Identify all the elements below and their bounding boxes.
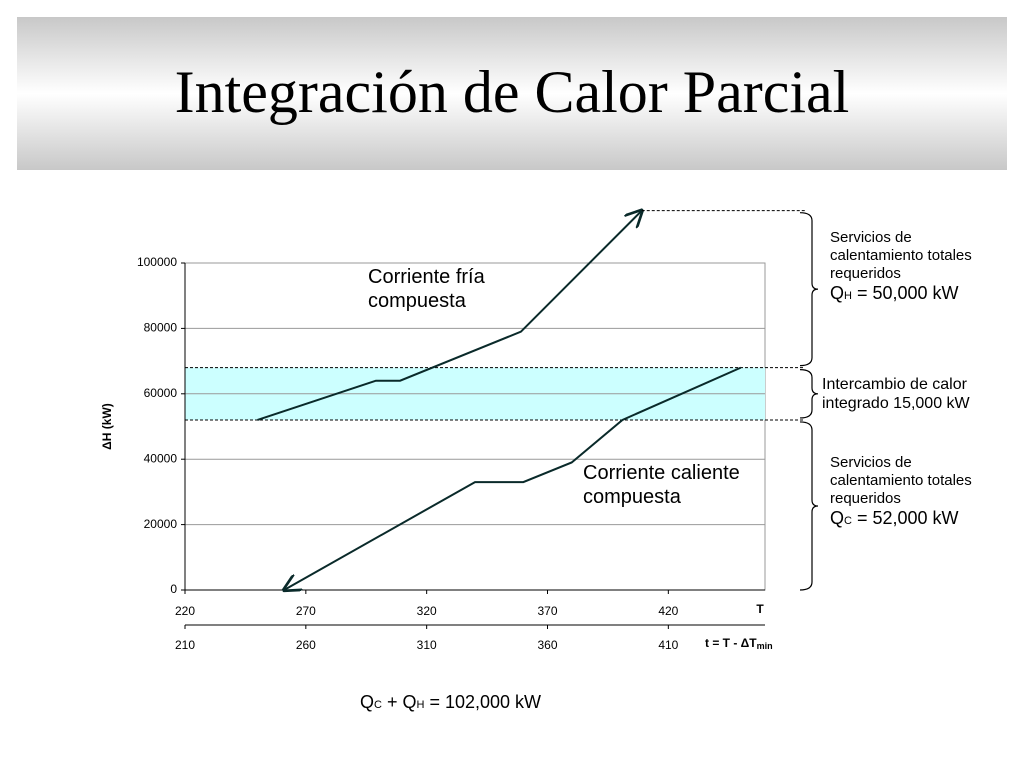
- brace: [799, 369, 819, 419]
- q-sub: H: [844, 290, 852, 302]
- plot-area: [184, 262, 766, 591]
- x2-label-sub: min: [757, 641, 773, 651]
- hot-label: Corriente caliente compuesta: [583, 462, 740, 508]
- hot-utility-note: Servicios de calentamiento totales reque…: [830, 229, 1000, 305]
- x2-label-main: t = T - ΔT: [705, 636, 757, 650]
- y-tick-label: 40000: [144, 451, 178, 465]
- q: Q: [360, 692, 375, 712]
- slide-title: Integración de Calor Parcial: [174, 59, 850, 125]
- x2-tick-label: 310: [417, 638, 437, 652]
- q: Q: [830, 283, 845, 303]
- y-tick-label: 80000: [144, 321, 178, 335]
- composite-curve: [284, 366, 742, 590]
- composite-curve: [257, 211, 642, 421]
- cold-utility-q: QC = 52,000 kW: [830, 508, 1000, 530]
- q-value: = 50,000 kW: [856, 283, 959, 303]
- hot-utility-text: Servicios de calentamiento totales reque…: [830, 229, 972, 282]
- q-value: = 102,000 kW: [429, 692, 542, 712]
- x-tick-label: 270: [296, 604, 316, 618]
- y-tick-label: 20000: [144, 517, 178, 531]
- x-tick-label: 220: [175, 604, 195, 618]
- x2-tick-label: 260: [296, 638, 316, 652]
- x-tick-label: 420: [658, 604, 678, 618]
- x2-tick-label: 410: [658, 638, 678, 652]
- y-tick-label: 0: [170, 582, 177, 596]
- cold-utility-note: Servicios de calentamiento totales reque…: [830, 454, 1000, 530]
- y-tick-label: 100000: [137, 255, 177, 269]
- x2-tick-label: 210: [175, 638, 195, 652]
- y-tick-label: 60000: [144, 386, 178, 400]
- cold-label: Corriente fría compuesta: [368, 266, 485, 312]
- q-sub: C: [374, 699, 382, 711]
- x-tick-label: 370: [537, 604, 557, 618]
- x-axis-label: T: [756, 602, 764, 616]
- title-banner: [17, 17, 1007, 170]
- x2-tick-label: 360: [537, 638, 557, 652]
- q-sub: C: [844, 515, 852, 527]
- hot-utility-q: QH = 50,000 kW: [830, 283, 1000, 305]
- x2-axis-label: t = T - ΔTmin: [705, 636, 773, 651]
- x-tick-label: 320: [417, 604, 437, 618]
- brace: [799, 212, 819, 367]
- exchange-note: Intercambio de calor integrado 15,000 kW: [822, 376, 970, 413]
- cold-utility-text: Servicios de calentamiento totales reque…: [830, 454, 972, 507]
- q-value: = 52,000 kW: [856, 508, 959, 528]
- q: Q: [830, 508, 845, 528]
- y-axis-label: ΔH (kW): [100, 403, 114, 450]
- plus: + Q: [386, 692, 417, 712]
- brace: [799, 421, 819, 591]
- q-sub: H: [416, 699, 425, 711]
- total-note: QC + QH = 102,000 kW: [360, 692, 541, 714]
